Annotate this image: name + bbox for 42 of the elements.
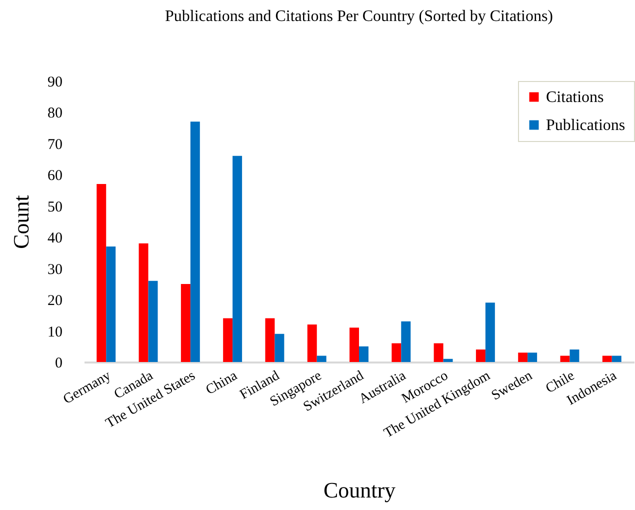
- bar: [602, 356, 612, 362]
- bar: [148, 280, 158, 362]
- bar: [443, 358, 453, 362]
- bar: [223, 318, 233, 362]
- bar: [434, 343, 444, 362]
- bar: [106, 246, 116, 362]
- x-tick-label: China: [204, 368, 241, 398]
- bar: [307, 324, 317, 362]
- bar: [138, 243, 148, 362]
- bar: [518, 352, 528, 362]
- bar: [528, 352, 538, 362]
- chart-title: Publications and Citations Per Country (Sorted by Citations): [165, 8, 553, 25]
- bar: [401, 321, 411, 362]
- y-tick-label: 20: [48, 293, 62, 310]
- y-axis-title: Count: [8, 195, 34, 249]
- bar: [96, 184, 106, 362]
- bar: [232, 156, 242, 362]
- bar: [485, 302, 495, 362]
- y-tick-label: 80: [48, 106, 62, 122]
- y-tick-label: 10: [48, 324, 62, 340]
- legend-label: Publications: [546, 117, 626, 134]
- bar: [180, 284, 190, 362]
- bar: [612, 356, 622, 362]
- bar: [476, 350, 486, 362]
- bar: [392, 343, 402, 362]
- bar: [265, 318, 275, 362]
- bar: [570, 350, 580, 362]
- legend-label: Citations: [546, 89, 604, 106]
- bar: [560, 356, 570, 362]
- y-tick-label: 50: [48, 199, 62, 216]
- bar: [350, 328, 359, 362]
- bar: [190, 122, 200, 362]
- y-tick-label: 90: [48, 74, 62, 90]
- y-tick-label: 30: [48, 262, 62, 278]
- y-tick-label: 70: [48, 136, 62, 153]
- x-axis-title: Country: [323, 478, 396, 503]
- y-tick-label: 60: [48, 168, 62, 184]
- bar: [359, 346, 368, 362]
- y-tick-label: 40: [48, 230, 62, 247]
- bar: [316, 356, 326, 362]
- bar: [274, 334, 284, 362]
- y-tick-label: 0: [55, 356, 62, 372]
